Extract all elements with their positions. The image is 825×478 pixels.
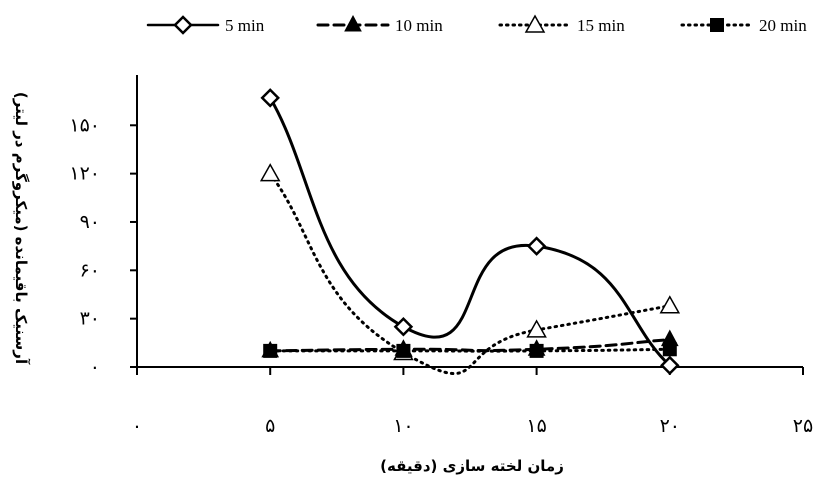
legend-label: 10 min xyxy=(395,16,443,35)
y-tick-label: ۳۰ xyxy=(80,308,100,330)
legend-marker xyxy=(344,14,362,32)
data-point xyxy=(529,343,544,358)
data-point xyxy=(393,316,414,337)
legend-marker xyxy=(173,15,193,35)
x-tick-label: ۲۰ xyxy=(660,415,680,437)
legend-label: 20 min xyxy=(759,16,807,35)
x-tick-label: ۲۵ xyxy=(793,415,813,437)
y-tick-label: ۹۰ xyxy=(80,211,100,233)
series-line-4 xyxy=(268,347,672,353)
legend: 5 min 10 min 15 min 20 min xyxy=(146,14,807,35)
data-point xyxy=(659,295,681,314)
data-point xyxy=(259,163,281,182)
data-point xyxy=(662,342,677,357)
x-tick-labels: ۰ ۵ ۱۰ ۱۵ ۲۰ ۲۵ xyxy=(132,415,813,437)
markers-layer xyxy=(259,88,681,376)
x-tick-label: ۱۰ xyxy=(393,415,413,437)
x-axis-title: زمان لخته سازی (دقیقه) xyxy=(380,457,564,475)
y-tick-label: ۶۰ xyxy=(80,259,100,281)
legend-marker xyxy=(710,18,724,32)
x-tick-label: ۰ xyxy=(132,415,142,437)
legend-marker xyxy=(524,14,546,33)
axes: ۰ ۳۰ ۶۰ ۹۰ ۱۲۰ ۱۵۰ xyxy=(69,75,804,378)
series-line-1 xyxy=(268,96,672,367)
legend-label: 15 min xyxy=(577,16,625,35)
data-point xyxy=(263,343,278,358)
data-point xyxy=(396,343,411,358)
series-line-3 xyxy=(268,172,672,376)
data-point xyxy=(526,236,547,256)
data-point xyxy=(526,319,547,338)
data-point xyxy=(260,88,280,108)
legend-label: 5 min xyxy=(225,16,265,35)
y-axis-title: آرسنیک باقیمانده (میکروگرم در لیتر) xyxy=(12,92,30,365)
y-tick-label: ۰ xyxy=(90,356,100,378)
data-point xyxy=(660,355,680,376)
y-tick-label: ۱۵۰ xyxy=(69,114,100,136)
x-tick-label: ۱۵ xyxy=(526,415,546,437)
x-tick-label: ۵ xyxy=(265,415,275,437)
y-tick-label: ۱۲۰ xyxy=(69,163,100,185)
series-layer xyxy=(268,96,672,376)
